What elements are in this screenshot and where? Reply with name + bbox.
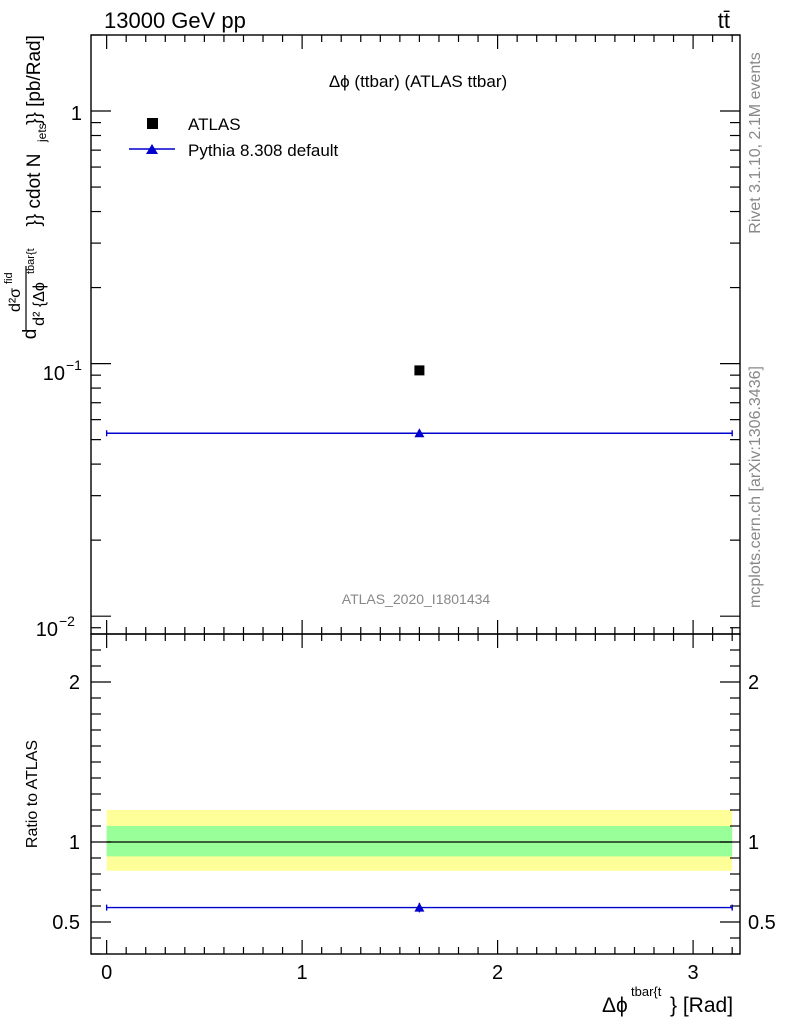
y-tick-label-0.01: 10 bbox=[36, 619, 58, 641]
y-axis-label-units: }} [pb/Rad] bbox=[24, 35, 45, 125]
ratio-y-tick-label-2: 2 bbox=[69, 672, 80, 694]
ratio-axis-ticks bbox=[91, 634, 740, 955]
y-tick-mantissa: 10 bbox=[43, 363, 65, 385]
ratio-y-tick-label-1: 1 bbox=[69, 832, 80, 854]
pythia-main-point bbox=[414, 428, 425, 438]
ylabel-numerator: d²σ bbox=[7, 288, 24, 312]
ratio-frame bbox=[90, 633, 741, 955]
legend-atlas-label: ATLAS bbox=[188, 115, 241, 134]
ylabel-d: d bbox=[20, 329, 41, 340]
x-tick-label-0: 0 bbox=[101, 962, 112, 984]
analysis-watermark: ATLAS_2020_I1801434 bbox=[342, 591, 491, 607]
rivet-version-label: Rivet 3.1.10, 2.1M events bbox=[747, 52, 764, 233]
uncertainty-band-1sigma bbox=[106, 826, 733, 857]
pythia-ratio-point bbox=[414, 902, 425, 912]
ylabel-numerator-sup: fid bbox=[3, 272, 15, 284]
ylabel-rest: }} cdot N bbox=[24, 154, 45, 227]
ylabel-denominator: d² {Δϕ bbox=[31, 282, 48, 326]
x-tick-label-1: 1 bbox=[297, 962, 308, 984]
header-process-label: tt̄ bbox=[718, 8, 730, 33]
legend-pythia-marker bbox=[146, 144, 158, 154]
legend: ATLAS Pythia 8.308 default bbox=[129, 115, 339, 160]
header-energy-label: 13000 GeV pp bbox=[104, 8, 246, 33]
ylabel-units: }} [pb/Rad] bbox=[24, 35, 45, 125]
xlabel-rest: } [Rad] bbox=[670, 994, 733, 1017]
y-tick-mantissa: 10 bbox=[36, 619, 58, 641]
main-axis-ticks bbox=[91, 34, 740, 634]
x-tick-label-3: 3 bbox=[688, 962, 699, 984]
ratio-y-tick-label-0.5: 0.5 bbox=[52, 912, 80, 934]
y-axis-label-rest: }} cdot N jets bbox=[24, 123, 49, 226]
x-tick-label-2: 2 bbox=[492, 962, 503, 984]
main-panel: 1 10 −1 10 −2 Δϕ (ttbar) (ATLAS ttbar) A… bbox=[3, 34, 741, 641]
xlabel-sup: tbar{t bbox=[631, 984, 662, 999]
x-axis-label: Δϕ tbar{t } [Rad] bbox=[602, 984, 733, 1017]
ratio-y-tick-label-right-2: 2 bbox=[748, 672, 759, 694]
ratio-y-axis-label: Ratio to ATLAS bbox=[24, 740, 41, 848]
y-axis-label: d bbox=[20, 329, 41, 340]
chart-title: Δϕ (ttbar) (ATLAS ttbar) bbox=[329, 72, 507, 91]
y-tick-exponent-0.1: −1 bbox=[66, 357, 82, 373]
svg-text:d: d bbox=[20, 329, 41, 340]
ylabel-denominator-sup: tbar{t bbox=[25, 248, 37, 274]
ratio-panel: 0.5 1 2 0.5 1 2 0 1 2 3 Ratio to ATLAS Δ… bbox=[24, 633, 776, 1017]
legend-pythia-label: Pythia 8.308 default bbox=[188, 141, 339, 160]
mcplots-reference-label: mcplots.cern.ch [arXiv:1306.3436] bbox=[747, 366, 764, 608]
atlas-main-point bbox=[414, 365, 425, 376]
ylabel-rest-sub: jets bbox=[35, 123, 49, 143]
ratio-y-tick-label-right-0.5: 0.5 bbox=[748, 912, 776, 934]
y-tick-label-0.1: 10 bbox=[43, 363, 65, 385]
y-tick-label-1: 1 bbox=[71, 103, 82, 125]
xlabel-base: Δϕ bbox=[602, 994, 628, 1017]
y-axis-label-fraction: d²σ fid d² {Δϕ tbar{t bbox=[3, 248, 48, 330]
y-tick-exponent-0.01: −2 bbox=[59, 613, 75, 629]
ratio-y-tick-label-right-1: 1 bbox=[748, 832, 759, 854]
legend-atlas-marker bbox=[147, 118, 158, 129]
